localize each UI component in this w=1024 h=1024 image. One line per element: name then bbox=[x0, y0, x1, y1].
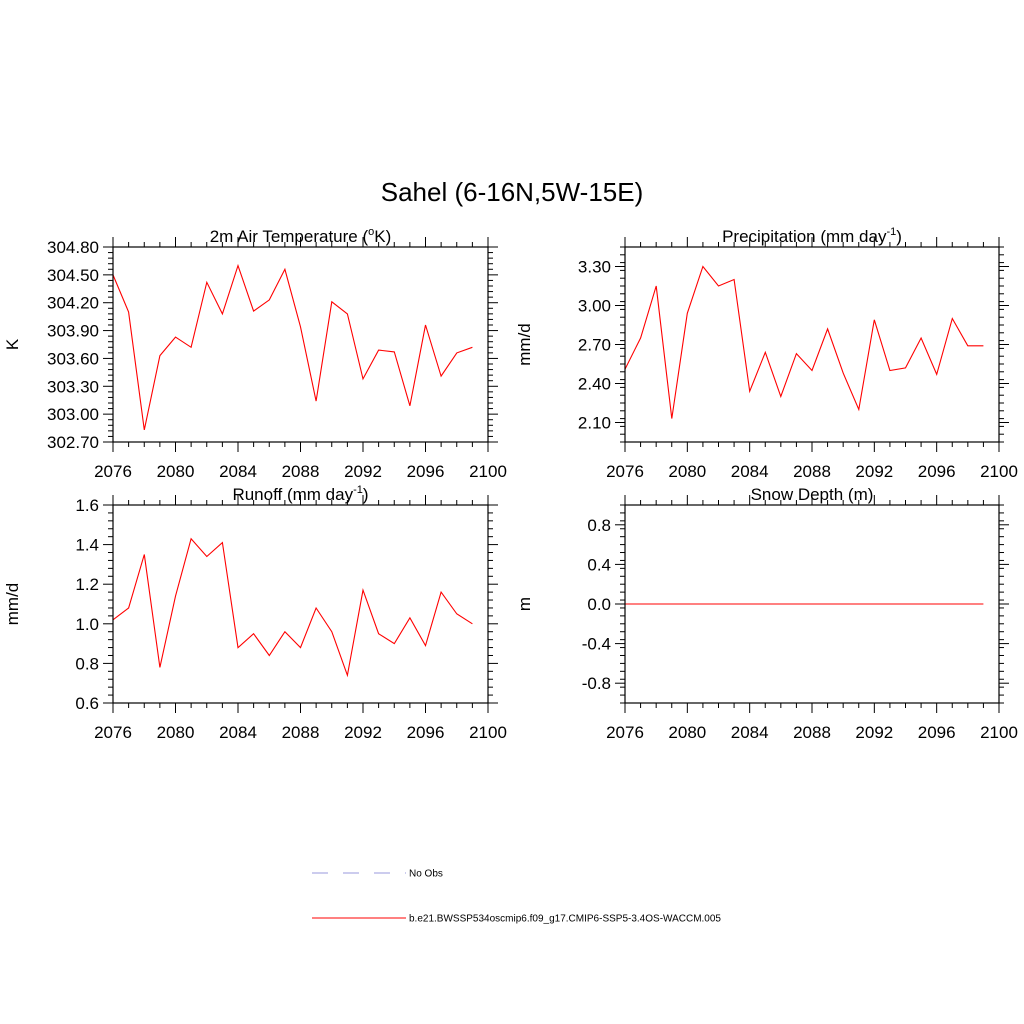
x-tick-label: 2080 bbox=[157, 723, 195, 742]
title-superscript: o bbox=[368, 226, 374, 238]
x-tick-label: 2096 bbox=[918, 723, 956, 742]
x-tick-label: 2100 bbox=[469, 462, 507, 481]
y-tick-label: 0.6 bbox=[75, 694, 99, 713]
y-tick-label: 304.50 bbox=[47, 266, 99, 285]
plot-frame bbox=[112, 246, 489, 443]
x-tick-label: 2096 bbox=[918, 462, 956, 481]
y-axis-label-temperature: K bbox=[3, 338, 22, 350]
plot-frame bbox=[624, 246, 1000, 443]
y-tick-label: 2.40 bbox=[578, 375, 611, 394]
plot-frame bbox=[624, 504, 1000, 704]
title-superscript: -1 bbox=[353, 484, 363, 496]
x-tick-label: 2088 bbox=[282, 462, 320, 481]
panel-title-runoff: Runoff (mm day-1) bbox=[232, 484, 368, 504]
series-line bbox=[624, 265, 984, 419]
legend: No Obs b.e21.BWSSP534oscmip6.f09_g17.CMIP… bbox=[312, 869, 721, 925]
x-tick-label: 2100 bbox=[980, 462, 1018, 481]
title-text-part: K) bbox=[374, 227, 391, 246]
title-text-part: Snow Depth (m) bbox=[751, 485, 874, 504]
x-tick-label: 2092 bbox=[344, 462, 382, 481]
x-tick-label: 2080 bbox=[668, 723, 706, 742]
y-tick-label: 0.0 bbox=[587, 595, 611, 614]
panel-title-temperature: 2m Air Temperature (oK) bbox=[210, 226, 392, 246]
series-line bbox=[112, 537, 473, 678]
x-tick-label: 2088 bbox=[793, 723, 831, 742]
x-tick-label: 2076 bbox=[94, 462, 132, 481]
x-tick-label: 2076 bbox=[94, 723, 132, 742]
panel-group: 2m Air Temperature (oK) K 2076 2080 2084 2088… bbox=[3, 226, 1018, 742]
panel-temperature: 2m Air Temperature (oK) K 2076 2080 2084 2088… bbox=[3, 226, 507, 481]
panel-snow-depth: Snow Depth (m) m 2076 2080 2084 2088 2092 2096 2… bbox=[515, 485, 1018, 742]
y-tick-label: 303.30 bbox=[47, 377, 99, 396]
y-axis-label-precipitation: mm/d bbox=[515, 323, 534, 366]
y-tick-label: 303.00 bbox=[47, 405, 99, 424]
panel-runoff: Runoff (mm day-1) mm/d 2076 2080 2084 2088 209… bbox=[3, 484, 507, 742]
y-tick-label: 0.4 bbox=[587, 555, 611, 574]
figure-title: Sahel (6-16N,5W-15E) bbox=[381, 177, 644, 207]
x-tick-label: 2092 bbox=[855, 723, 893, 742]
x-tick-label: 2084 bbox=[219, 462, 257, 481]
panel-precipitation: Precipitation (mm day-1) mm/d 2076 2080 2084… bbox=[515, 226, 1018, 481]
y-tick-label: 1.4 bbox=[75, 536, 99, 555]
y-tick-label: 1.0 bbox=[75, 615, 99, 634]
x-tick-label: 2084 bbox=[219, 723, 257, 742]
x-tick-label: 2088 bbox=[793, 462, 831, 481]
x-tick-label: 2096 bbox=[407, 723, 445, 742]
x-tick-label: 2092 bbox=[855, 462, 893, 481]
y-tick-label: 302.70 bbox=[47, 433, 99, 452]
y-tick-label: -0.8 bbox=[582, 674, 611, 693]
panel-title-precipitation: Precipitation (mm day-1) bbox=[722, 226, 902, 246]
x-tick-label: 2080 bbox=[157, 462, 195, 481]
y-axis-label-snow-depth: m bbox=[515, 597, 534, 611]
y-tick-label: 1.6 bbox=[75, 496, 99, 515]
x-tick-label: 2076 bbox=[606, 723, 644, 742]
y-tick-label: 1.2 bbox=[75, 575, 99, 594]
x-tick-label: 2096 bbox=[407, 462, 445, 481]
title-superscript: -1 bbox=[886, 226, 896, 238]
panel-title-snow-depth: Snow Depth (m) bbox=[751, 485, 874, 504]
x-tick-label: 2084 bbox=[731, 723, 769, 742]
y-tick-label: 3.30 bbox=[578, 258, 611, 277]
y-tick-label: 3.00 bbox=[578, 297, 611, 316]
y-tick-label: 2.10 bbox=[578, 414, 611, 433]
y-tick-label: 0.8 bbox=[75, 654, 99, 673]
x-tick-label: 2076 bbox=[606, 462, 644, 481]
title-text-part: 2m Air Temperature ( bbox=[210, 227, 369, 246]
x-tick-label: 2100 bbox=[980, 723, 1018, 742]
x-tick-label: 2080 bbox=[668, 462, 706, 481]
y-tick-label: -0.4 bbox=[582, 635, 611, 654]
y-tick-label: 304.20 bbox=[47, 294, 99, 313]
title-text-part: Precipitation (mm day bbox=[722, 227, 887, 246]
y-tick-label: 2.70 bbox=[578, 336, 611, 355]
legend-label: b.e21.BWSSP534oscmip6.f09_g17.CMIP6-SSP5… bbox=[409, 914, 721, 925]
title-text-part: ) bbox=[363, 485, 369, 504]
legend-item: b.e21.BWSSP534oscmip6.f09_g17.CMIP6-SSP5… bbox=[312, 914, 721, 925]
y-tick-label: 303.90 bbox=[47, 322, 99, 341]
legend-item: No Obs bbox=[312, 869, 443, 880]
series-line bbox=[112, 263, 473, 431]
x-tick-label: 2088 bbox=[282, 723, 320, 742]
y-tick-label: 303.60 bbox=[47, 349, 99, 368]
y-tick-label: 304.80 bbox=[47, 238, 99, 257]
plot-frame bbox=[112, 504, 489, 704]
legend-label: No Obs bbox=[409, 869, 443, 880]
title-text-part: ) bbox=[896, 227, 902, 246]
title-text-part: Runoff (mm day bbox=[232, 485, 353, 504]
x-tick-label: 2084 bbox=[731, 462, 769, 481]
x-tick-label: 2100 bbox=[469, 723, 507, 742]
y-axis-label-runoff: mm/d bbox=[3, 583, 22, 626]
y-tick-label: 0.8 bbox=[587, 516, 611, 535]
x-tick-label: 2092 bbox=[344, 723, 382, 742]
